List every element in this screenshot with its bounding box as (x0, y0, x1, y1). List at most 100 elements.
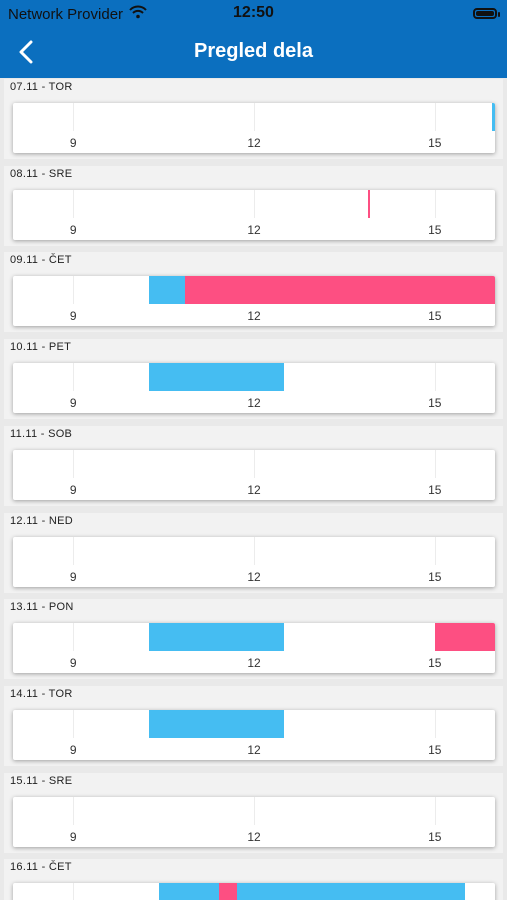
timeline-track: 9 12 15 (13, 796, 495, 847)
hour-tick-label: 12 (247, 222, 261, 237)
hour-gridline (254, 796, 255, 825)
hour-tick-label: 15 (428, 482, 442, 497)
day-row[interactable]: 14.11 - TOR 9 12 15 (4, 685, 503, 766)
hour-gridline (73, 709, 75, 738)
chevron-left-icon (19, 40, 33, 69)
day-row[interactable]: 11.11 - SOB 9 12 15 (4, 425, 503, 506)
hour-tick-label: 15 (428, 656, 442, 671)
day-row[interactable]: 08.11 - SRE 9 12 15 (4, 165, 503, 246)
day-row[interactable]: 09.11 - ČET 9 12 15 (4, 252, 503, 333)
hour-gridline (73, 189, 75, 218)
day-label: 12.11 - NED (10, 514, 74, 527)
work-segment (491, 103, 495, 131)
day-label: 14.11 - TOR (10, 687, 73, 700)
break-segment (368, 189, 371, 218)
hour-tick-label: 15 (428, 569, 442, 584)
hour-gridline (73, 449, 75, 478)
hour-tick-label: 12 (247, 309, 261, 324)
hour-tick-label: 12 (247, 742, 261, 757)
hour-gridline (254, 449, 255, 478)
hour-tick-label: 9 (69, 222, 77, 237)
day-label: 07.11 - TOR (10, 81, 73, 93)
day-row[interactable]: 13.11 - PON 9 12 15 (4, 599, 503, 680)
status-left: Network Provider (8, 5, 147, 23)
hour-gridline (73, 796, 75, 825)
hour-tick-label: 9 (69, 569, 77, 584)
hour-tick-label: 9 (69, 742, 77, 757)
hour-gridline (73, 276, 75, 305)
timeline-track: 9 12 15 (13, 709, 495, 760)
hour-tick-label: 12 (247, 136, 261, 150)
hour-gridline (434, 796, 436, 825)
hour-tick-label: 12 (247, 482, 261, 497)
page-title: Pregled dela (194, 40, 313, 62)
status-time: 12:50 (233, 4, 274, 21)
day-label: 11.11 - SOB (10, 427, 73, 440)
work-segment (148, 623, 285, 652)
timeline-track: 9 12 15 (13, 363, 495, 414)
hour-gridline (434, 709, 436, 738)
hour-gridline (434, 536, 436, 565)
hour-tick-label: 9 (69, 829, 77, 844)
hour-tick-label: 15 (428, 396, 442, 411)
day-row[interactable]: 15.11 - SRE 9 12 15 (4, 772, 503, 853)
wifi-icon (129, 5, 147, 23)
hour-gridline (434, 363, 436, 392)
hour-tick-label: 15 (428, 136, 442, 150)
hour-gridline (73, 883, 75, 900)
timeline-track: 9 12 15 (13, 449, 495, 500)
hour-tick-label: 15 (428, 742, 442, 757)
work-segment (158, 883, 220, 900)
break-segment (219, 883, 238, 900)
hour-tick-label: 9 (69, 482, 77, 497)
battery-icon (473, 8, 500, 19)
day-list[interactable]: 07.11 - TOR 9 12 15 08.11 - SRE 9 12 15 09.11 - … (0, 78, 507, 900)
hour-tick-label: 15 (428, 222, 442, 237)
hour-tick-label: 9 (69, 396, 77, 411)
day-label: 09.11 - ČET (10, 254, 72, 267)
hour-gridline (434, 189, 436, 218)
day-label: 13.11 - PON (10, 601, 74, 614)
hour-tick-label: 9 (69, 136, 77, 150)
day-label: 08.11 - SRE (10, 167, 73, 180)
hour-gridline (73, 363, 75, 392)
carrier-label: Network Provider (8, 5, 124, 23)
hour-tick-label: 12 (247, 569, 261, 584)
navigation-bar: Pregled dela (0, 30, 507, 78)
hour-tick-label: 9 (69, 656, 77, 671)
break-segment (434, 623, 495, 652)
hour-tick-label: 15 (428, 829, 442, 844)
hour-gridline (73, 623, 75, 652)
hour-gridline (73, 536, 75, 565)
timeline-track: 9 12 15 (13, 276, 495, 327)
hour-gridline (73, 103, 75, 131)
work-segment (148, 276, 185, 305)
day-label: 16.11 - ČET (10, 861, 72, 874)
break-segment (184, 276, 495, 305)
hour-gridline (254, 536, 255, 565)
hour-gridline (254, 103, 255, 131)
day-row[interactable]: 12.11 - NED 9 12 15 (4, 512, 503, 593)
hour-tick-label: 12 (247, 829, 261, 844)
work-segment (237, 883, 465, 900)
hour-tick-label: 12 (247, 656, 261, 671)
hour-tick-label: 15 (428, 309, 442, 324)
day-row[interactable]: 10.11 - PET 9 12 15 (4, 339, 503, 420)
day-label: 15.11 - SRE (10, 774, 73, 787)
day-label: 10.11 - PET (10, 341, 72, 354)
timeline-track: 9 12 15 (13, 536, 495, 587)
hour-tick-label: 9 (69, 309, 77, 324)
hour-gridline (434, 103, 436, 131)
back-button[interactable] (10, 38, 42, 70)
work-segment (148, 709, 285, 738)
day-row[interactable]: 07.11 - TOR 9 12 15 (4, 79, 503, 159)
hour-tick-label: 12 (247, 396, 261, 411)
status-bar: Network Provider 12:50 (0, 0, 507, 30)
timeline-track: 9 12 15 (13, 189, 495, 240)
work-segment (148, 363, 285, 392)
hour-gridline (254, 189, 255, 218)
timeline-track: 9 12 15 (13, 103, 495, 153)
timeline-track: 9 12 15 (13, 623, 495, 674)
